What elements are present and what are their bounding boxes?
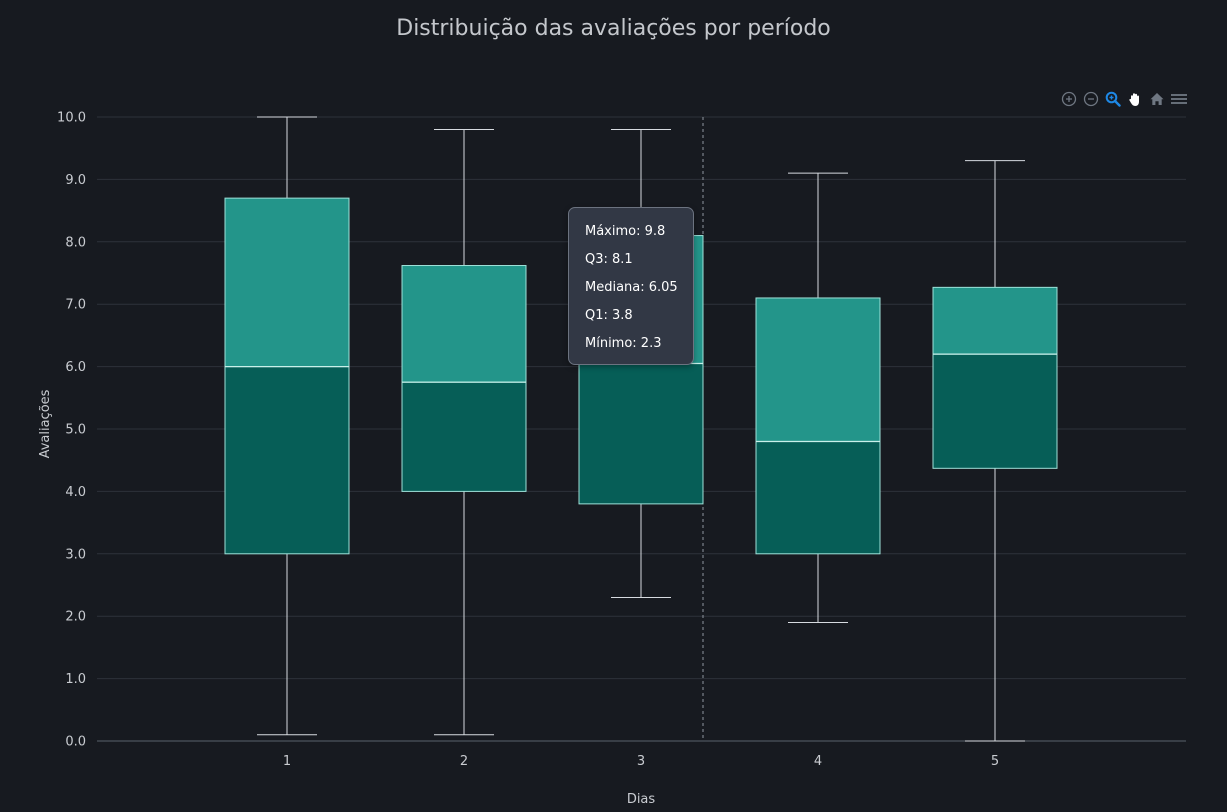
x-tick-label: 3 xyxy=(637,754,645,769)
hover-tooltip: Máximo: 9.8 Q3: 8.1 Mediana: 6.05 Q1: 3.… xyxy=(568,207,694,365)
y-tick-label: 3.0 xyxy=(65,547,86,562)
y-tick-label: 4.0 xyxy=(65,485,86,500)
box-plot-item[interactable] xyxy=(224,116,350,736)
x-tick-label: 4 xyxy=(814,754,822,769)
box-lower-half xyxy=(755,440,881,555)
pan-hand-icon xyxy=(1129,93,1139,106)
zoom-out-icon xyxy=(1083,91,1099,107)
menu-button[interactable] xyxy=(1170,90,1188,108)
selection-zoom-icon xyxy=(1105,91,1121,107)
box-upper-half xyxy=(755,297,881,442)
x-tick-label: 1 xyxy=(283,754,291,769)
box-lower-half xyxy=(401,381,527,492)
tooltip-q1: Q1: 3.8 xyxy=(585,308,633,323)
menu-icon xyxy=(1171,94,1187,104)
tooltip-median: Mediana: 6.05 xyxy=(585,280,678,295)
box-plot-item[interactable] xyxy=(932,160,1058,742)
box-upper-half xyxy=(401,265,527,383)
tooltip-max: Máximo: 9.8 xyxy=(585,224,666,239)
reset-zoom-button[interactable] xyxy=(1148,90,1166,108)
y-tick-label: 6.0 xyxy=(65,360,86,375)
y-tick-label: 1.0 xyxy=(65,672,86,687)
x-axis-title: Dias xyxy=(627,792,656,807)
zoom-in-button[interactable] xyxy=(1060,90,1078,108)
chart-title: Distribuição das avaliações por período xyxy=(396,16,831,41)
box-lower-half xyxy=(932,353,1058,469)
zoom-in-icon xyxy=(1061,91,1077,107)
box-lower-half xyxy=(578,362,704,505)
zoom-out-button[interactable] xyxy=(1082,90,1100,108)
y-axis-title: Avaliações xyxy=(38,389,53,458)
tooltip-q3: Q3: 8.1 xyxy=(585,252,633,267)
x-tick-label: 5 xyxy=(991,754,999,769)
box-plot-item[interactable] xyxy=(755,172,881,623)
box-lower-half xyxy=(224,366,350,555)
home-reset-icon xyxy=(1150,93,1164,105)
y-tick-label: 7.0 xyxy=(65,298,86,313)
box-upper-half xyxy=(932,286,1058,355)
box-upper-half xyxy=(224,197,350,368)
y-tick-label: 0.0 xyxy=(65,735,86,750)
pan-button[interactable] xyxy=(1126,90,1144,108)
x-tick-label: 2 xyxy=(460,754,468,769)
tooltip-min: Mínimo: 2.3 xyxy=(585,336,662,351)
selection-zoom-button[interactable] xyxy=(1104,90,1122,108)
chart-toolbar xyxy=(1060,89,1188,109)
y-tick-label: 2.0 xyxy=(65,610,86,625)
box-plot-item[interactable] xyxy=(401,128,527,736)
y-tick-label: 5.0 xyxy=(65,423,86,438)
y-tick-label: 9.0 xyxy=(65,173,86,188)
y-tick-label: 8.0 xyxy=(65,235,86,250)
y-tick-label: 10.0 xyxy=(57,111,86,126)
